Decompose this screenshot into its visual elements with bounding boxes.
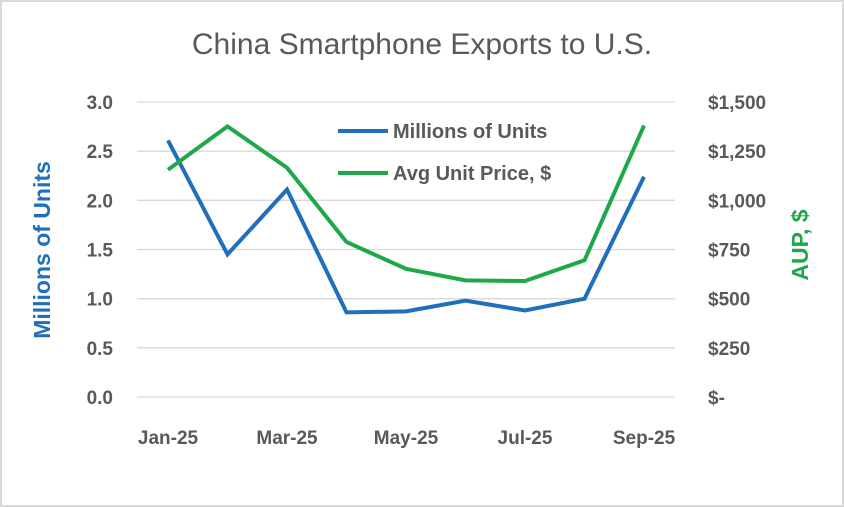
y2-tick-label: $- bbox=[708, 388, 725, 409]
series-lines bbox=[166, 123, 646, 315]
y-tick-label: 0.5 bbox=[87, 339, 114, 360]
y2-tick-label: $750 bbox=[708, 241, 750, 262]
x-tick-label: Sep-25 bbox=[613, 428, 676, 449]
left-axis-ticks: 0.0 0.5 1.0 1.5 2.0 2.5 3.0 bbox=[87, 93, 114, 409]
y-tick-label: 1.5 bbox=[87, 241, 114, 262]
left-axis-title: Millions of Units bbox=[29, 161, 55, 339]
right-axis-ticks: $- $250 $500 $750 $1,000 $1,250 $1,500 bbox=[708, 93, 766, 409]
y-tick-label: 0.0 bbox=[87, 388, 113, 409]
y2-tick-label: $250 bbox=[708, 339, 750, 360]
y2-tick-label: $1,250 bbox=[708, 142, 766, 163]
y2-tick-label: $1,000 bbox=[708, 191, 766, 212]
legend-label-units: Millions of Units bbox=[393, 121, 547, 143]
price-line bbox=[166, 123, 646, 284]
legend-label-price: Avg Unit Price, $ bbox=[393, 163, 551, 185]
x-tick-label: May-25 bbox=[374, 428, 439, 449]
legend: Millions of Units Avg Unit Price, $ bbox=[338, 121, 551, 185]
x-tick-label: Jul-25 bbox=[498, 428, 553, 449]
y-tick-label: 3.0 bbox=[87, 93, 113, 114]
x-tick-label: Mar-25 bbox=[256, 428, 318, 449]
y-tick-label: 2.5 bbox=[87, 142, 114, 163]
chart-title: China Smartphone Exports to U.S. bbox=[192, 28, 652, 61]
x-tick-label: Jan-25 bbox=[138, 428, 199, 449]
x-axis-ticks: Jan-25 Mar-25 May-25 Jul-25 Sep-25 bbox=[138, 428, 676, 449]
y-tick-label: 2.0 bbox=[87, 191, 113, 212]
y-tick-label: 1.0 bbox=[87, 290, 113, 311]
y2-tick-label: $500 bbox=[708, 290, 750, 311]
y2-tick-label: $1,500 bbox=[708, 93, 766, 114]
units-line bbox=[166, 139, 646, 315]
gridlines bbox=[137, 101, 675, 398]
right-axis-title: AUP, $ bbox=[787, 209, 813, 280]
